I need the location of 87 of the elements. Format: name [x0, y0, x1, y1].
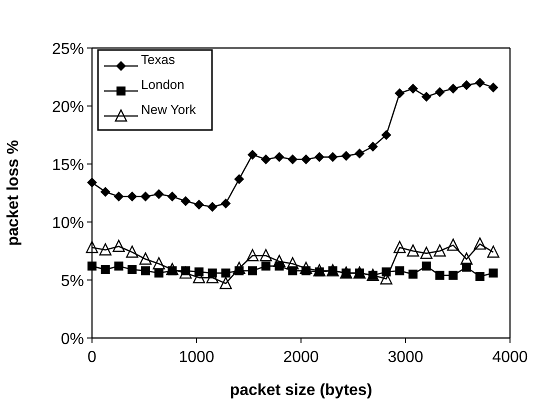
point: [353, 266, 366, 279]
point: [434, 87, 445, 98]
point: [408, 84, 418, 94]
y-tick-label: 25%: [52, 41, 84, 58]
x-tick-label: 4000: [492, 349, 528, 366]
point: [220, 198, 231, 208]
point: [313, 264, 326, 276]
point: [152, 257, 165, 270]
point: [246, 249, 259, 262]
point: [141, 266, 150, 276]
point: [127, 191, 138, 202]
point: [128, 265, 137, 274]
legend-label: New York: [141, 102, 196, 117]
point: [154, 189, 164, 200]
point: [114, 262, 124, 271]
point: [434, 244, 446, 257]
point: [462, 80, 472, 90]
point: [260, 154, 271, 164]
point: [300, 262, 312, 274]
point: [394, 240, 406, 254]
x-tick-label: 3000: [388, 349, 424, 366]
y-tick-label: 20%: [52, 99, 84, 116]
point: [221, 268, 230, 278]
point: [460, 252, 473, 265]
point: [180, 266, 192, 279]
point: [301, 154, 312, 164]
y-axis-title: packet loss %: [5, 140, 22, 246]
point: [86, 240, 98, 254]
y-tick-label: 15%: [52, 157, 84, 174]
point: [248, 266, 258, 276]
x-tick-label: 1000: [178, 349, 214, 366]
point: [422, 262, 431, 271]
point: [140, 191, 151, 202]
point: [421, 92, 432, 102]
point: [180, 196, 191, 206]
point: [220, 276, 232, 290]
point: [87, 178, 97, 188]
point: [368, 142, 378, 152]
point: [448, 270, 458, 280]
point: [112, 240, 125, 252]
y-tick-label: 5%: [60, 273, 84, 290]
point: [139, 252, 152, 265]
point: [167, 191, 178, 202]
point: [100, 186, 110, 197]
point: [261, 262, 270, 271]
point: [435, 270, 444, 280]
point: [447, 238, 460, 251]
y-tick-label: 10%: [52, 215, 84, 232]
point: [274, 152, 284, 162]
point: [406, 244, 420, 257]
point: [114, 191, 124, 202]
point: [288, 154, 298, 164]
point: [354, 148, 365, 159]
point: [88, 262, 96, 271]
point: [314, 152, 324, 162]
point: [341, 150, 352, 161]
point: [194, 200, 204, 210]
point: [234, 174, 244, 184]
point: [488, 82, 498, 92]
point: [207, 202, 218, 212]
point: [448, 84, 458, 94]
point: [487, 246, 500, 258]
point: [328, 152, 338, 162]
point: [233, 262, 246, 274]
point: [474, 237, 486, 250]
x-tick-label: 2000: [283, 349, 319, 366]
point: [408, 270, 418, 279]
point: [340, 266, 352, 279]
point: [475, 272, 484, 282]
point: [420, 246, 432, 259]
legend-label: Texas: [141, 52, 176, 67]
point: [126, 246, 138, 258]
y-tick-label: 0%: [60, 331, 84, 348]
point: [286, 257, 299, 270]
point: [99, 243, 112, 256]
point: [474, 78, 485, 88]
point: [166, 262, 178, 276]
point: [260, 249, 272, 262]
point: [395, 266, 404, 276]
x-tick-label: 0: [88, 349, 97, 366]
point: [488, 268, 498, 278]
point: [248, 150, 258, 160]
point: [100, 265, 110, 274]
point: [394, 88, 405, 98]
point: [381, 130, 392, 140]
legend-label: London: [141, 77, 184, 92]
x-axis-title: packet size (bytes): [230, 382, 372, 399]
